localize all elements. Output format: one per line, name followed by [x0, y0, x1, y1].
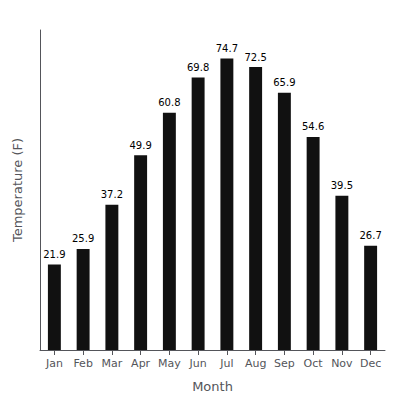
svg-text:Month: Month — [192, 379, 233, 394]
svg-text:Jun: Jun — [189, 357, 207, 370]
svg-text:Jul: Jul — [219, 357, 233, 370]
svg-text:Aug: Aug — [245, 357, 266, 370]
svg-text:49.9: 49.9 — [129, 140, 151, 151]
svg-text:Mar: Mar — [101, 357, 122, 370]
svg-text:39.5: 39.5 — [331, 180, 353, 191]
svg-text:26.7: 26.7 — [359, 230, 381, 241]
svg-text:37.2: 37.2 — [101, 189, 123, 200]
svg-text:Apr: Apr — [131, 357, 151, 370]
svg-text:Nov: Nov — [331, 357, 353, 370]
svg-text:54.6: 54.6 — [302, 121, 324, 132]
svg-text:Sep: Sep — [274, 357, 295, 370]
svg-text:65.9: 65.9 — [273, 77, 295, 88]
svg-text:Temperature (F): Temperature (F) — [10, 138, 25, 243]
svg-text:72.5: 72.5 — [244, 52, 266, 63]
svg-text:Oct: Oct — [304, 357, 324, 370]
svg-text:25.9: 25.9 — [72, 233, 94, 244]
svg-text:60.8: 60.8 — [158, 97, 180, 108]
svg-text:74.7: 74.7 — [216, 43, 238, 54]
svg-text:21.9: 21.9 — [43, 249, 65, 260]
svg-text:Feb: Feb — [73, 357, 92, 370]
svg-text:Jan: Jan — [45, 357, 63, 370]
svg-text:May: May — [158, 357, 181, 370]
svg-text:Dec: Dec — [360, 357, 381, 370]
svg-text:69.8: 69.8 — [187, 62, 209, 73]
